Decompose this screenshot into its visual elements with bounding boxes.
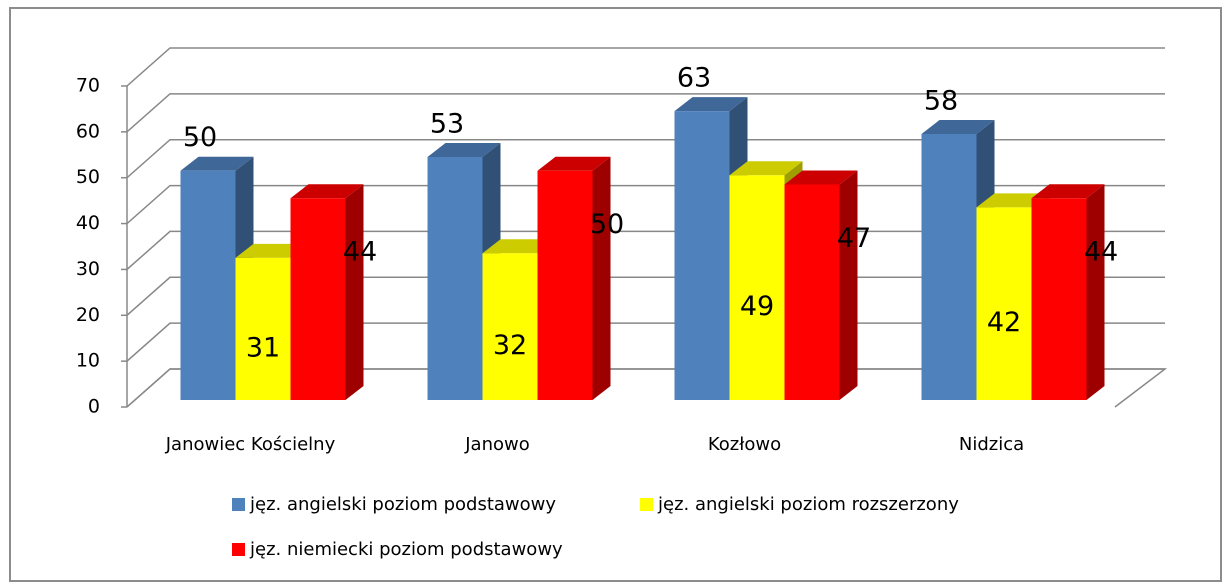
y-tick-label: 30 — [76, 258, 100, 280]
bar-top — [482, 239, 556, 254]
data-label: 50 — [590, 209, 624, 240]
bar-front — [290, 198, 346, 400]
legend-label: jęz. angielski poziom podstawowy — [249, 494, 556, 515]
bar-side — [1086, 184, 1105, 400]
y-tick-label: 50 — [76, 166, 100, 188]
y-tick-label: 40 — [76, 212, 100, 234]
bar-front — [180, 170, 236, 400]
bar-top — [537, 156, 611, 171]
legend-label: jęz. angielski poziom rozszerzony — [657, 494, 959, 515]
x-tick-label: Nidzica — [959, 434, 1024, 455]
bar-front — [921, 134, 977, 400]
x-tick-label: Janowo — [464, 434, 530, 455]
data-label: 32 — [493, 330, 527, 361]
bar-top — [1031, 184, 1105, 199]
data-label: 44 — [1084, 237, 1118, 268]
grid-line — [126, 93, 1165, 133]
x-tick-label: Janowiec Kościelny — [165, 434, 336, 455]
y-tick-label: 10 — [76, 350, 100, 372]
bar — [290, 184, 364, 400]
bar-side — [592, 156, 611, 400]
bar-front — [976, 207, 1032, 400]
bar-front — [674, 111, 730, 400]
y-tick-label: 0 — [88, 396, 100, 418]
bar-front — [537, 170, 593, 400]
data-label: 31 — [246, 332, 280, 363]
bar — [1031, 184, 1105, 400]
bar-top — [921, 120, 995, 135]
bar — [784, 170, 858, 400]
data-label: 44 — [343, 237, 377, 268]
data-label: 58 — [924, 86, 958, 117]
data-label: 50 — [183, 122, 217, 153]
bar-top — [235, 243, 309, 258]
x-tick-label: Kozłowo — [708, 434, 781, 455]
data-label: 42 — [987, 307, 1021, 338]
legend-swatch — [232, 543, 245, 556]
bar-front — [482, 253, 538, 400]
bar-top — [976, 193, 1050, 208]
data-label: 49 — [740, 291, 774, 322]
bar-front — [235, 257, 291, 400]
grid-line — [126, 138, 1165, 179]
y-tick-label: 60 — [76, 120, 100, 142]
bar-top — [784, 170, 858, 185]
y-tick-label: 20 — [76, 304, 100, 326]
bar-side — [839, 170, 858, 400]
bar-top — [427, 142, 501, 157]
y-tick-label: 70 — [76, 75, 100, 97]
bar-side — [345, 184, 364, 400]
legend-label: jęz. niemiecki poziom podstawowy — [249, 539, 563, 560]
bar-front — [427, 156, 483, 400]
bar-front — [784, 184, 840, 400]
data-label: 63 — [677, 63, 711, 94]
data-label: 53 — [430, 108, 464, 139]
bar-top — [674, 97, 748, 112]
legend-swatch — [232, 498, 245, 511]
bar-top — [290, 184, 364, 199]
bar-front — [1031, 198, 1087, 400]
bar-front — [729, 175, 785, 400]
grid-line — [126, 47, 1165, 87]
bar-top — [180, 156, 254, 171]
legend-swatch — [640, 498, 653, 511]
data-label: 47 — [837, 223, 871, 254]
bar-top — [729, 161, 803, 176]
bar — [537, 156, 611, 400]
